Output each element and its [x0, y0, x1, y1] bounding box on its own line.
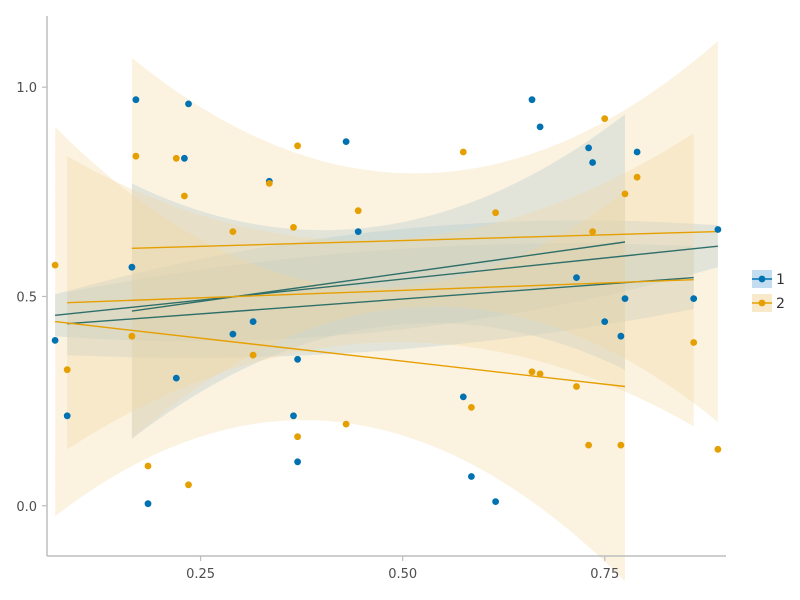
point-series-2-5: [144, 462, 152, 470]
y-tick-label: 0.0: [16, 500, 37, 515]
point-series-1-24: [589, 159, 596, 166]
point-series-1-27: [621, 295, 629, 302]
confidence-bands: [55, 41, 718, 582]
point-series-1-4: [132, 96, 140, 104]
point-series-1-25: [601, 318, 609, 325]
x-tick-label: 0.50: [388, 567, 417, 582]
point-series-2-15: [342, 420, 350, 428]
legend-marker-2: [758, 299, 766, 307]
point-series-2-26: [617, 441, 625, 449]
legend: 12: [752, 270, 785, 312]
point-series-1-9: [229, 330, 237, 338]
point-series-1-14: [294, 355, 301, 363]
axes: [46, 16, 726, 557]
point-series-1-7: [181, 154, 188, 162]
point-series-2-8: [185, 481, 192, 489]
x-tick-label: 0.75: [590, 567, 619, 582]
point-series-2-25: [601, 115, 609, 122]
point-series-2-12: [290, 224, 297, 231]
point-series-2-3: [128, 332, 136, 340]
y-tick-label: 1.0: [16, 81, 37, 96]
point-series-1-5: [144, 500, 152, 508]
point-series-2-14: [294, 433, 301, 441]
point-series-2-16: [354, 207, 362, 215]
point-series-2-19: [492, 209, 499, 217]
point-series-1-18: [468, 473, 475, 480]
point-series-1-21: [536, 123, 544, 131]
fit-line-series-2-3: [131, 230, 718, 249]
point-series-1-6: [172, 374, 180, 382]
point-series-1-26: [617, 332, 625, 340]
point-series-2-18: [468, 404, 475, 411]
point-series-2-11: [265, 180, 273, 187]
point-series-1-20: [528, 96, 536, 104]
point-series-1-1: [51, 337, 59, 344]
point-series-1-2: [63, 412, 71, 420]
point-series-2-24: [589, 228, 596, 236]
point-series-2-21: [536, 370, 544, 378]
point-series-2-27: [621, 190, 629, 198]
point-series-1-8: [185, 100, 192, 108]
point-series-2-10: [249, 351, 257, 359]
point-series-1-30: [714, 226, 722, 233]
point-series-1-19: [492, 498, 499, 505]
fit-line-series-1-1: [55, 245, 718, 316]
point-series-1-15: [342, 138, 350, 146]
x-tick-label: 0.25: [186, 567, 215, 582]
point-series-1-12: [290, 412, 297, 420]
legend-label-1: 1: [776, 272, 785, 288]
point-series-1-28: [633, 148, 641, 156]
point-series-1-22: [573, 274, 580, 281]
fit-line-series-2-1: [67, 279, 694, 304]
data-points: [51, 96, 722, 508]
legend-label-2: 2: [776, 296, 785, 312]
point-series-1-13: [294, 458, 301, 466]
point-series-1-29: [690, 295, 698, 302]
point-series-1-3: [128, 263, 136, 271]
point-series-2-1: [51, 261, 59, 269]
fit-line-series-1-3: [131, 241, 626, 312]
tick-marks: 0.25 0.50 0.75 0.0 0.5 1.0: [16, 81, 619, 582]
fit-line-series-1-2: [67, 276, 694, 325]
point-series-1-23: [585, 144, 592, 152]
point-series-2-7: [181, 192, 188, 200]
point-series-1-17: [459, 393, 467, 401]
y-tick-label: 0.5: [16, 290, 37, 305]
point-series-2-22: [573, 383, 580, 390]
point-series-2-17: [459, 148, 467, 156]
point-series-2-13: [294, 142, 301, 150]
point-series-1-10: [249, 318, 257, 325]
point-series-2-28: [633, 173, 641, 181]
point-series-2-9: [229, 228, 237, 236]
point-series-2-4: [132, 152, 140, 160]
point-series-2-23: [585, 441, 592, 449]
point-series-1-16: [354, 228, 362, 236]
legend-marker-1: [758, 275, 766, 283]
point-series-2-30: [714, 445, 722, 453]
point-series-2-29: [690, 339, 698, 346]
point-series-2-2: [63, 366, 71, 374]
point-series-2-6: [172, 154, 180, 162]
point-series-2-20: [528, 368, 536, 376]
fit-line-series-2-2: [55, 320, 626, 388]
regression-lines: [55, 230, 718, 388]
